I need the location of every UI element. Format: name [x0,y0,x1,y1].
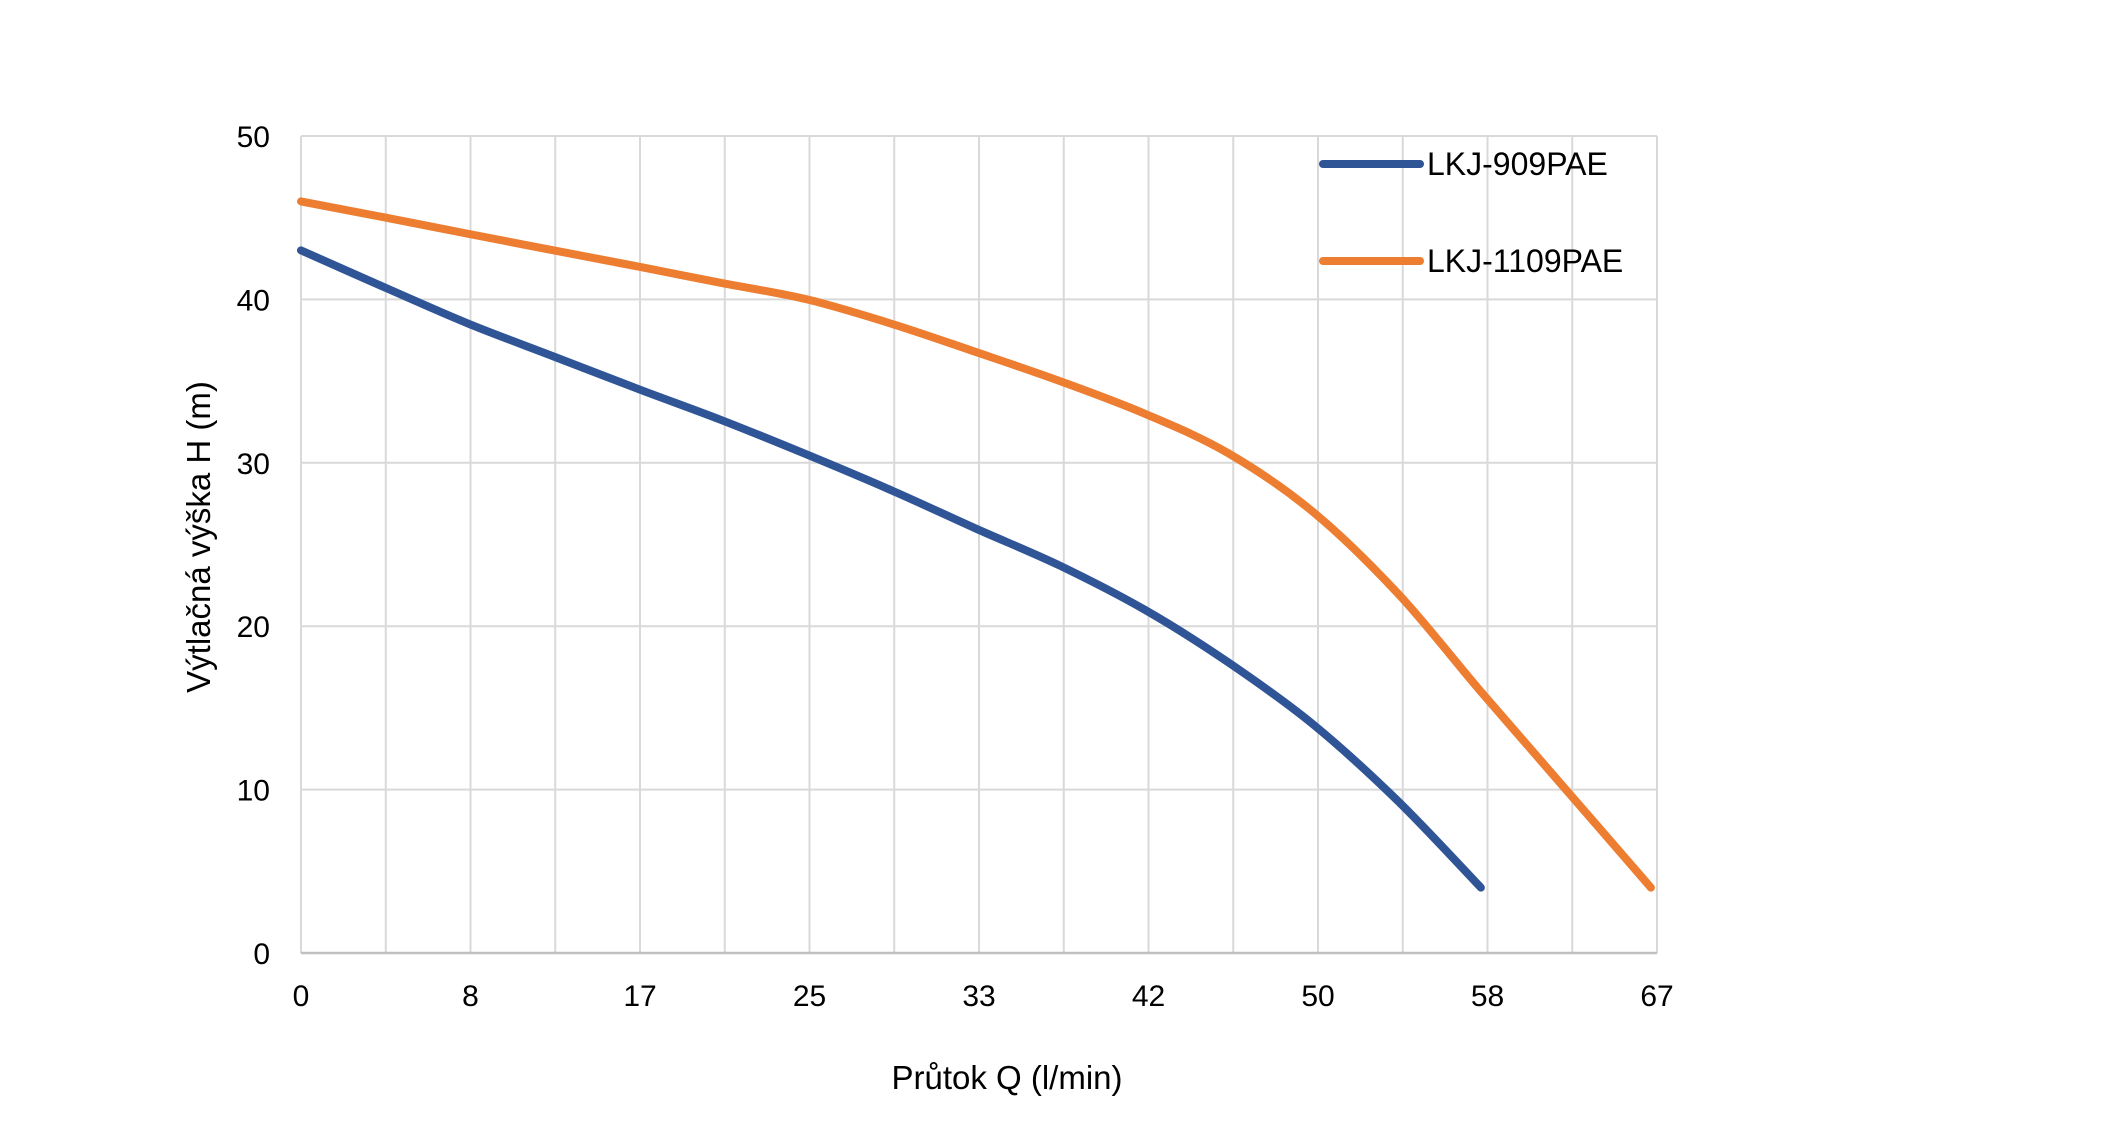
x-axis-tick-labels: 0 8 17 25 33 42 50 58 67 [293,980,1674,1013]
y-tick-label: 10 [237,775,270,808]
y-tick-label: 50 [237,121,270,154]
y-tick-label: 0 [253,938,270,971]
legend[interactable]: LKJ-909PAE LKJ-1109PAE [1319,146,1623,279]
y-tick-label: 30 [237,448,270,481]
x-tick-label: 58 [1471,980,1504,1013]
legend-label: LKJ-1109PAE [1427,243,1623,279]
x-tick-label: 25 [793,980,826,1013]
vertical-gridlines [300,136,1658,953]
y-axis-tick-labels: 0 10 20 30 40 50 [237,121,270,971]
y-tick-label: 40 [237,284,270,317]
x-tick-label: 42 [1132,980,1165,1013]
series-line-2 [297,197,1655,892]
legend-item-1[interactable]: LKJ-909PAE [1319,146,1608,182]
series-lines [297,197,1655,892]
x-tick-label: 33 [962,980,995,1013]
x-tick-label: 0 [293,980,310,1013]
x-tick-label: 17 [623,980,656,1013]
y-axis-title: Výtlačná výška H (m) [180,381,217,693]
legend-item-2[interactable]: LKJ-1109PAE [1319,243,1623,279]
y-tick-label: 20 [237,611,270,644]
x-tick-label: 67 [1640,980,1673,1013]
legend-label: LKJ-909PAE [1427,146,1608,182]
series-line-1 [297,246,1485,892]
x-axis-title: Průtok Q (l/min) [891,1059,1122,1096]
x-tick-label: 8 [462,980,479,1013]
x-tick-label: 50 [1301,980,1334,1013]
